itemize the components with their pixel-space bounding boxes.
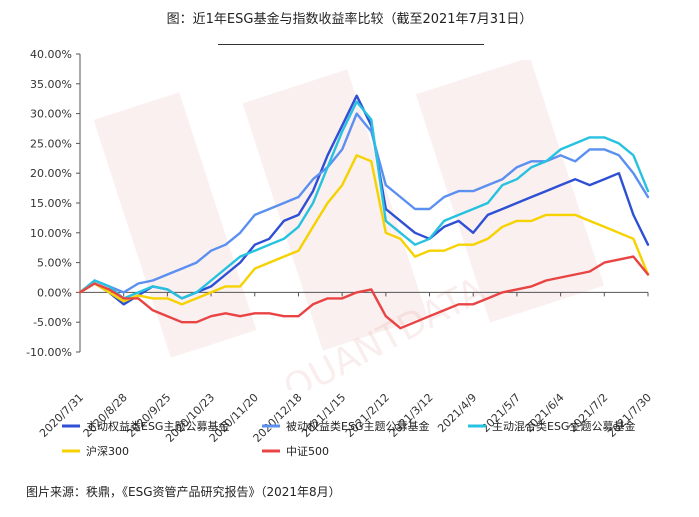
- series-line-2: [78, 112, 650, 294]
- series-line-3: [78, 100, 650, 300]
- line-chart: -10.00% -5.00% 0.00% 5.00% 10.00% 15.00% 20.00…: [26, 48, 654, 458]
- chart-axes: -10.00% -5.00% 0.00% 5.00% 10.00% 15.00% 20.00…: [26, 48, 654, 445]
- series-line-4: [78, 154, 650, 306]
- legend-label: 沪深300: [86, 444, 129, 458]
- y-tick-label: 20.00%: [30, 167, 72, 180]
- legend-label: 被动权益类ESG主题公募基金: [286, 419, 429, 433]
- y-tick-label: 0.00%: [37, 286, 72, 299]
- y-tick-label: -5.00%: [33, 316, 72, 329]
- legend-label: 中证500: [286, 445, 329, 458]
- y-tick-label: 30.00%: [30, 108, 72, 121]
- chart-title: 图：近1年ESG基金与指数收益率比较（截至2021年7月31日）: [166, 12, 533, 27]
- y-tick-label: 10.00%: [30, 227, 72, 240]
- y-tick-label: 25.00%: [30, 137, 72, 150]
- series-line-5: [78, 255, 650, 330]
- x-tick-label: 2021/4/9: [435, 391, 479, 435]
- legend-label: 主动权益类ESG主题公募基金: [86, 419, 229, 433]
- y-tick-label: 5.00%: [37, 257, 72, 270]
- legend-label: 主动混合类ESG主题公募基金: [492, 419, 635, 433]
- y-tick-label: 40.00%: [30, 48, 72, 61]
- y-tick-label: 15.00%: [30, 197, 72, 210]
- series-layer: [78, 94, 650, 330]
- x-tick-label: 2020/7/31: [37, 391, 86, 440]
- series-line-1: [78, 94, 650, 306]
- source-note: 图片来源：秩鼎，《ESG资管产品研究报告》（2021年8月）: [26, 485, 341, 499]
- y-tick-label: -10.00%: [26, 346, 72, 359]
- title-underline: [218, 44, 484, 45]
- y-tick-label: 35.00%: [30, 78, 72, 91]
- legend: 主动权益类ESG主题公募基金 被动权益类ESG主题公募基金 主动混合类ESG主题公募…: [62, 419, 635, 458]
